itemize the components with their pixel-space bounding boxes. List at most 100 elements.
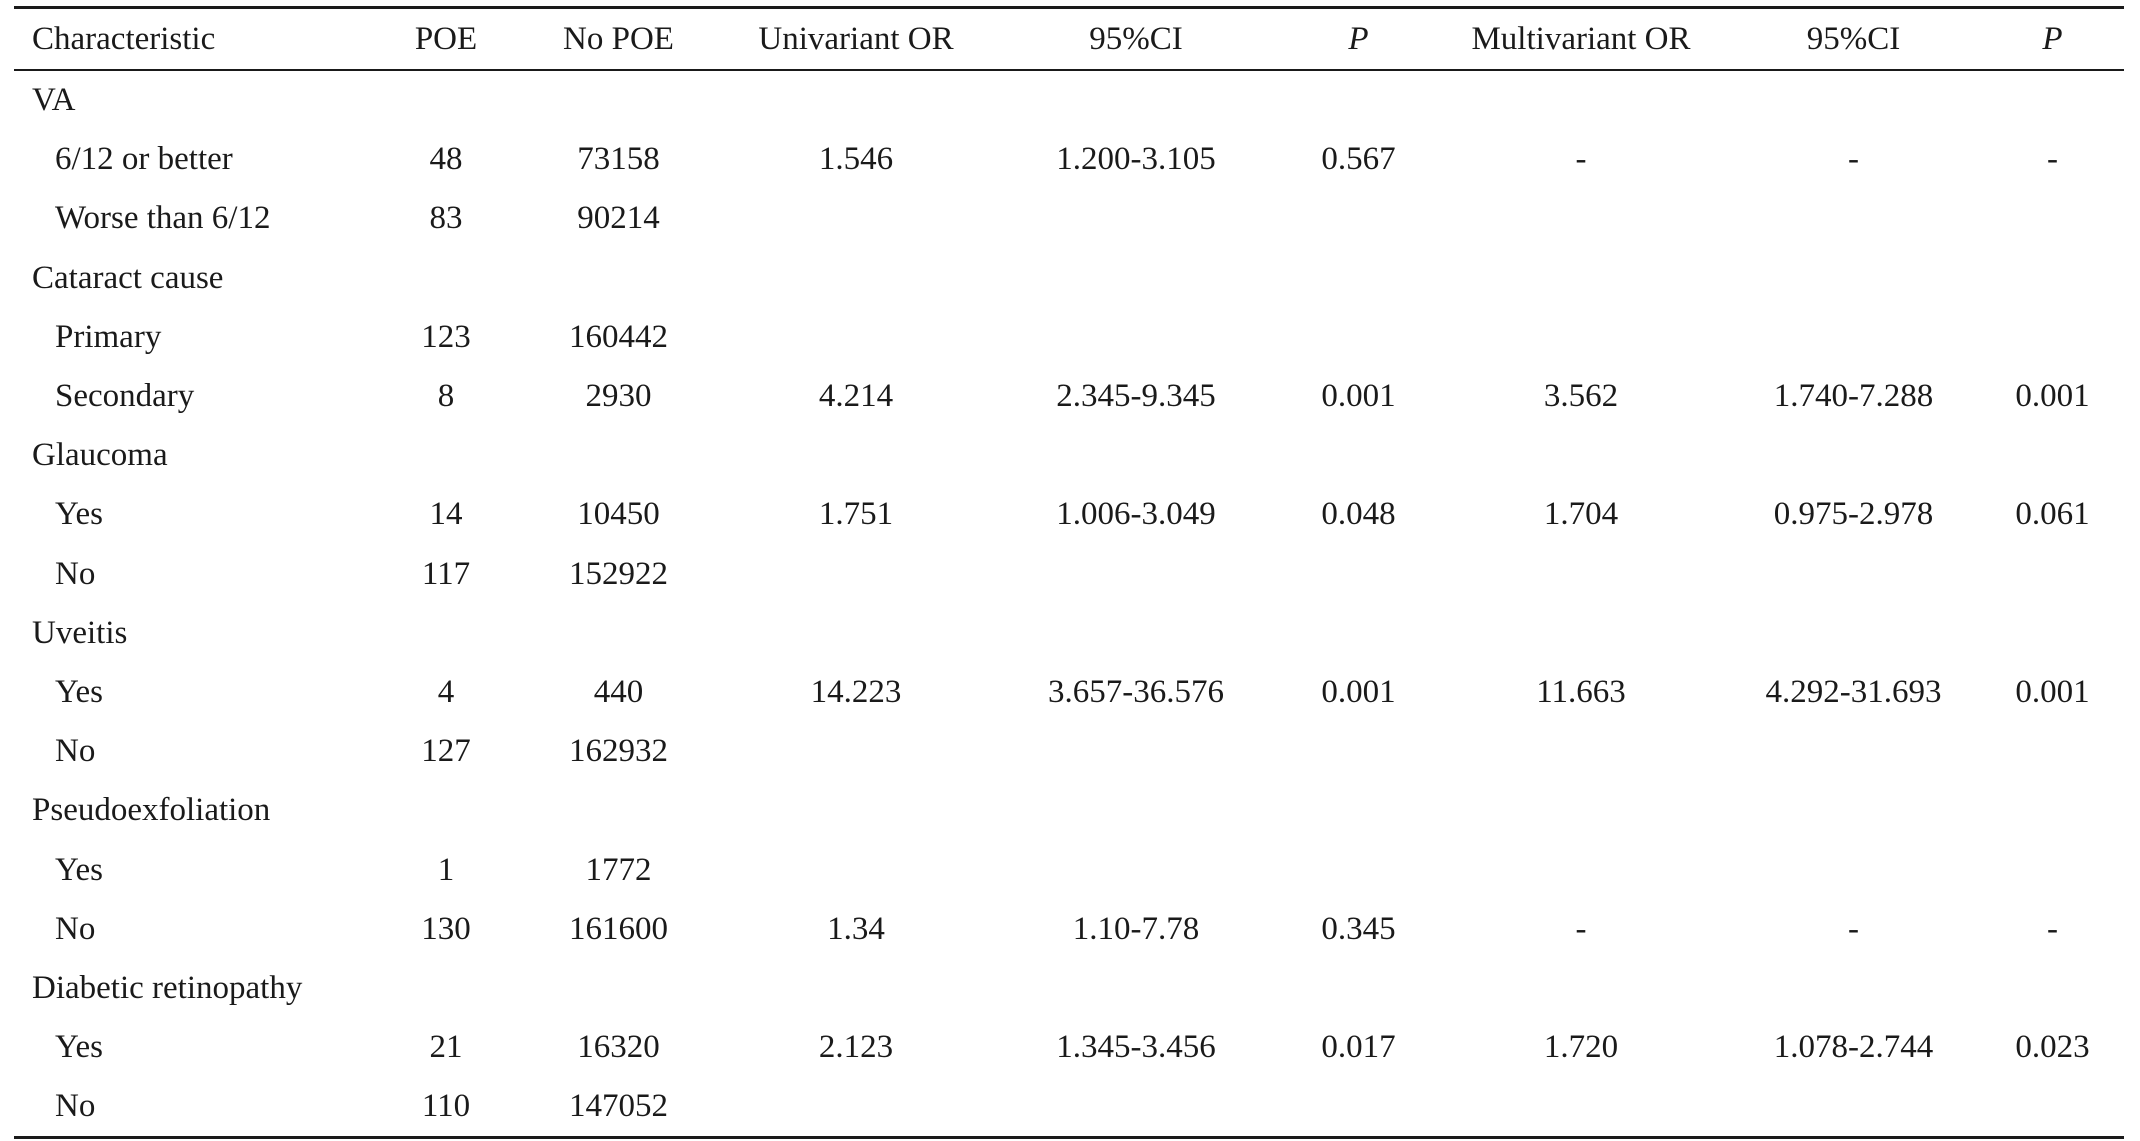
group-label: Diabetic retinopathy — [32, 969, 303, 1006]
cell-no-poe: 147052 — [569, 1088, 668, 1125]
cell-characteristic: No — [55, 555, 96, 592]
header-multivariant-or: Multivariant OR — [1471, 20, 1691, 57]
cell-multivariant-p: 0.061 — [2015, 496, 2090, 533]
table-body: VA 6/12 or better 48 73158 1.546 1.200-3.105 0… — [14, 70, 2124, 1138]
cell-multivariant-or: 1.704 — [1543, 496, 1619, 533]
cell-no-poe: 10450 — [577, 496, 660, 533]
cell-multivariant-ci: - — [1848, 141, 1859, 178]
group-label: Pseudoexfoliation — [32, 792, 271, 829]
cell-univariant-p — [1281, 308, 1436, 367]
cell-univariant-ci — [991, 840, 1281, 899]
cell-univariant-ci — [991, 189, 1281, 248]
cell-univariant-p — [1281, 1077, 1436, 1138]
cell-univariant-ci: 1.10-7.78 — [1072, 910, 1200, 947]
cell-poe: 130 — [421, 910, 471, 947]
cell-characteristic: Yes — [55, 851, 104, 888]
cell-univariant-ci — [991, 308, 1281, 367]
cell-no-poe: 73158 — [577, 141, 660, 178]
cell-multivariant-p: - — [2047, 141, 2058, 178]
cell-poe: 110 — [421, 1088, 471, 1125]
cell-multivariant-p — [1981, 722, 2124, 781]
cell-univariant-p: 0.567 — [1321, 141, 1396, 178]
cell-poe: 83 — [429, 200, 463, 237]
cell-characteristic: No — [55, 1088, 96, 1125]
cell-no-poe: 440 — [593, 673, 644, 710]
group-row: Pseudoexfoliation — [14, 781, 2124, 840]
cell-multivariant-or — [1436, 189, 1726, 248]
cell-multivariant-ci: 4.292-31.693 — [1765, 673, 1942, 710]
cell-multivariant-ci: 0.975-2.978 — [1773, 496, 1934, 533]
cell-characteristic: Worse than 6/12 — [55, 200, 271, 237]
cell-multivariant-or — [1436, 840, 1726, 899]
cell-univariant-or — [721, 545, 991, 604]
cell-no-poe: 90214 — [577, 200, 660, 237]
results-table-container: Characteristic POE No POE Univariant OR … — [14, 6, 2124, 1139]
table-row: Worse than 6/12 83 90214 — [14, 189, 2124, 248]
table-row: No 110 147052 — [14, 1077, 2124, 1138]
cell-multivariant-p: 0.023 — [2015, 1029, 2090, 1066]
cell-poe: 14 — [429, 496, 463, 533]
cell-characteristic: Primary — [55, 318, 162, 355]
cell-univariant-or: 1.751 — [818, 496, 894, 533]
cell-no-poe: 161600 — [569, 910, 668, 947]
table-row: Primary 123 160442 — [14, 308, 2124, 367]
group-label: Cataract cause — [32, 259, 224, 296]
cell-univariant-or — [721, 189, 991, 248]
table-row: Yes 1 1772 — [14, 840, 2124, 899]
cell-multivariant-or — [1436, 545, 1726, 604]
cell-poe: 48 — [429, 141, 463, 178]
cell-no-poe: 152922 — [569, 555, 668, 592]
cell-poe: 127 — [421, 733, 471, 770]
cell-multivariant-p: - — [2047, 910, 2058, 947]
header-no-poe: No POE — [563, 20, 674, 57]
cell-univariant-ci: 3.657-36.576 — [1048, 673, 1224, 710]
cell-multivariant-p — [1981, 189, 2124, 248]
cell-multivariant-p — [1981, 308, 2124, 367]
cell-univariant-ci: 1.345-3.456 — [1056, 1029, 1216, 1066]
cell-characteristic: No — [55, 733, 96, 770]
cell-poe: 1 — [437, 851, 455, 888]
header-univariant-or: Univariant OR — [758, 20, 954, 57]
cell-no-poe: 2930 — [585, 378, 652, 415]
cell-no-poe: 16320 — [577, 1029, 660, 1066]
cell-poe: 21 — [429, 1029, 463, 1066]
header-row: Characteristic POE No POE Univariant OR … — [14, 7, 2124, 70]
cell-univariant-ci — [991, 1077, 1281, 1138]
cell-characteristic: Yes — [55, 496, 104, 533]
cell-no-poe: 1772 — [585, 851, 652, 888]
cell-univariant-ci — [991, 722, 1281, 781]
cell-univariant-p — [1281, 545, 1436, 604]
cell-univariant-ci — [991, 545, 1281, 604]
cell-univariant-ci: 1.006-3.049 — [1056, 496, 1216, 533]
cell-univariant-or — [721, 1077, 991, 1138]
cell-characteristic: No — [55, 910, 96, 947]
table-row: No 130 161600 1.34 1.10-7.78 0.345 - - - — [14, 900, 2124, 959]
cell-characteristic: Secondary — [55, 378, 195, 415]
group-label: VA — [32, 82, 76, 119]
group-row: Uveitis — [14, 604, 2124, 663]
table-header: Characteristic POE No POE Univariant OR … — [14, 7, 2124, 70]
cell-univariant-or — [721, 308, 991, 367]
group-row: Diabetic retinopathy — [14, 959, 2124, 1018]
cell-multivariant-or — [1436, 722, 1726, 781]
cell-univariant-or: 2.123 — [818, 1029, 894, 1066]
cell-multivariant-ci — [1726, 1077, 1981, 1138]
cell-univariant-p: 0.001 — [1321, 378, 1396, 415]
cell-characteristic: Yes — [55, 1029, 104, 1066]
cell-multivariant-p — [1981, 545, 2124, 604]
cell-univariant-p — [1281, 722, 1436, 781]
cell-univariant-or: 14.223 — [810, 673, 902, 710]
cell-multivariant-ci — [1726, 545, 1981, 604]
cell-multivariant-or: - — [1575, 141, 1587, 178]
cell-univariant-ci: 2.345-9.345 — [1056, 378, 1216, 415]
table-row: Yes 4 440 14.223 3.657-36.576 0.001 11.663 4.29… — [14, 663, 2124, 722]
cell-multivariant-p — [1981, 1077, 2124, 1138]
cell-univariant-or — [721, 840, 991, 899]
group-label: Glaucoma — [32, 437, 168, 474]
header-univariant-ci: 95%CI — [1089, 20, 1183, 57]
cell-univariant-ci: 1.200-3.105 — [1056, 141, 1216, 178]
table-row: Yes 14 10450 1.751 1.006-3.049 0.048 1.704 0.97… — [14, 485, 2124, 544]
cell-multivariant-ci: 1.740-7.288 — [1773, 378, 1934, 415]
cell-univariant-or: 1.34 — [827, 910, 885, 947]
header-characteristic: Characteristic — [32, 20, 216, 57]
